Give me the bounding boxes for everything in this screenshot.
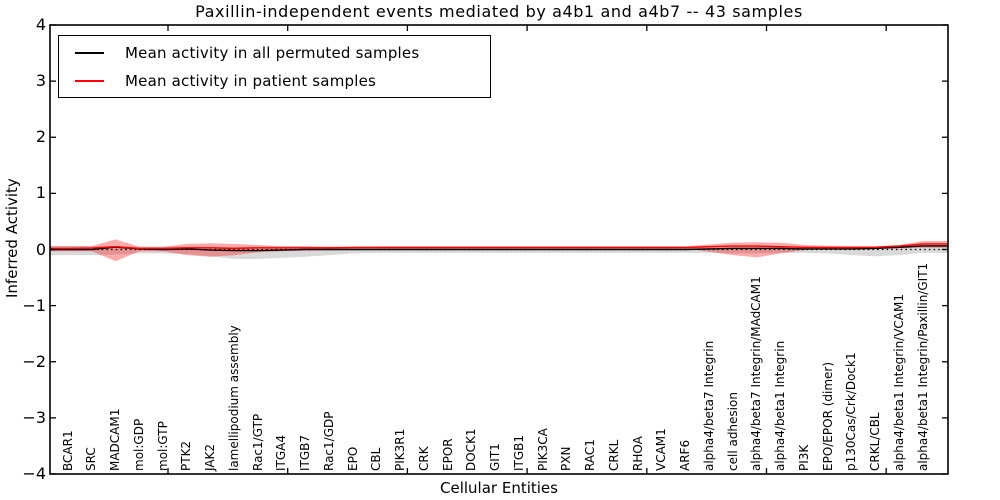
y-tick-label: 0 [35,239,46,259]
x-tick-label: lamellipodium assembly [226,325,241,471]
legend-label: Mean activity in all permuted samples [125,44,420,62]
x-axis-title: Cellular Entities [440,479,558,497]
y-tick-label: 3 [35,71,46,91]
legend-item-patient: Mean activity in patient samples [59,70,490,92]
legend: Mean activity in all permuted samples Me… [58,35,491,98]
y-tick-label: −3 [22,407,46,427]
x-tick-label: JAK2 [203,443,217,471]
x-tick-label: alpha4/beta1 Integrin/VCAM1 [891,294,906,471]
y-tick-label: −2 [22,351,46,371]
x-tick-label: PIK3CA [535,428,550,471]
y-tick-label: 1 [35,183,46,203]
x-tick-label: PXN [559,446,574,471]
x-tick-label: RHOA [630,436,645,471]
y-tick-label: −1 [22,295,46,315]
legend-label: Mean activity in patient samples [125,72,377,90]
x-tick-label: Rac1/GDP [321,411,336,471]
x-tick-label: MADCAM1 [108,408,122,471]
legend-line-patient-icon [75,80,104,82]
y-tick-label: −4 [22,464,46,483]
x-tick-label: ITGB7 [298,434,312,471]
x-tick-label: PI3K [796,444,811,471]
x-tick-label: mol:GTP [155,421,170,471]
x-tick-label: DOCK1 [464,428,479,471]
x-tick-label: SRC [84,447,99,471]
x-tick-label: alpha4/beta7 Integrin [701,340,716,471]
x-tick-label: Rac1/GTP [250,413,265,471]
x-tick-label: BCAR1 [60,430,75,471]
x-tick-label: CBL [369,447,384,471]
chart-title: Paxillin-independent events mediated by … [195,2,803,21]
x-tick-label: mol:GDP [131,418,146,471]
x-tick-label: VCAM1 [654,428,669,471]
x-tick-label: GIT1 [488,443,502,471]
x-tick-label: ITGA4 [274,434,289,471]
x-tick-label: EPOR [440,438,455,471]
x-tick-label: alpha4/beta1 Integrin/Paxillin/GIT1 [915,262,930,471]
y-tick-label: 2 [35,127,46,147]
x-tick-label: p130Cas/Crk/Dock1 [844,352,859,471]
x-tick-label: ARF6 [678,439,692,471]
x-tick-label: EPO [345,446,360,471]
x-tick-label: alpha4/beta1 Integrin [773,340,787,471]
x-tick-label: alpha4/beta7 Integrin/MAdCAM1 [749,276,764,471]
x-tick-label: CRKL/CBL [868,412,882,471]
x-tick-label: EPO/EPOR (dimer) [820,361,835,471]
x-tick-label: cell adhesion [725,392,740,471]
legend-line-permuted-icon [75,52,104,54]
y-tick-label: 4 [35,15,46,34]
x-tick-label: RAC1 [583,439,597,471]
x-tick-label: ITGB1 [511,434,526,471]
x-tick-label: PIK3R1 [393,428,407,471]
x-tick-label: CRK [416,446,431,471]
legend-item-permuted: Mean activity in all permuted samples [59,42,490,64]
x-tick-label: CRKL [606,439,621,471]
x-tick-label: PTK2 [179,440,194,471]
